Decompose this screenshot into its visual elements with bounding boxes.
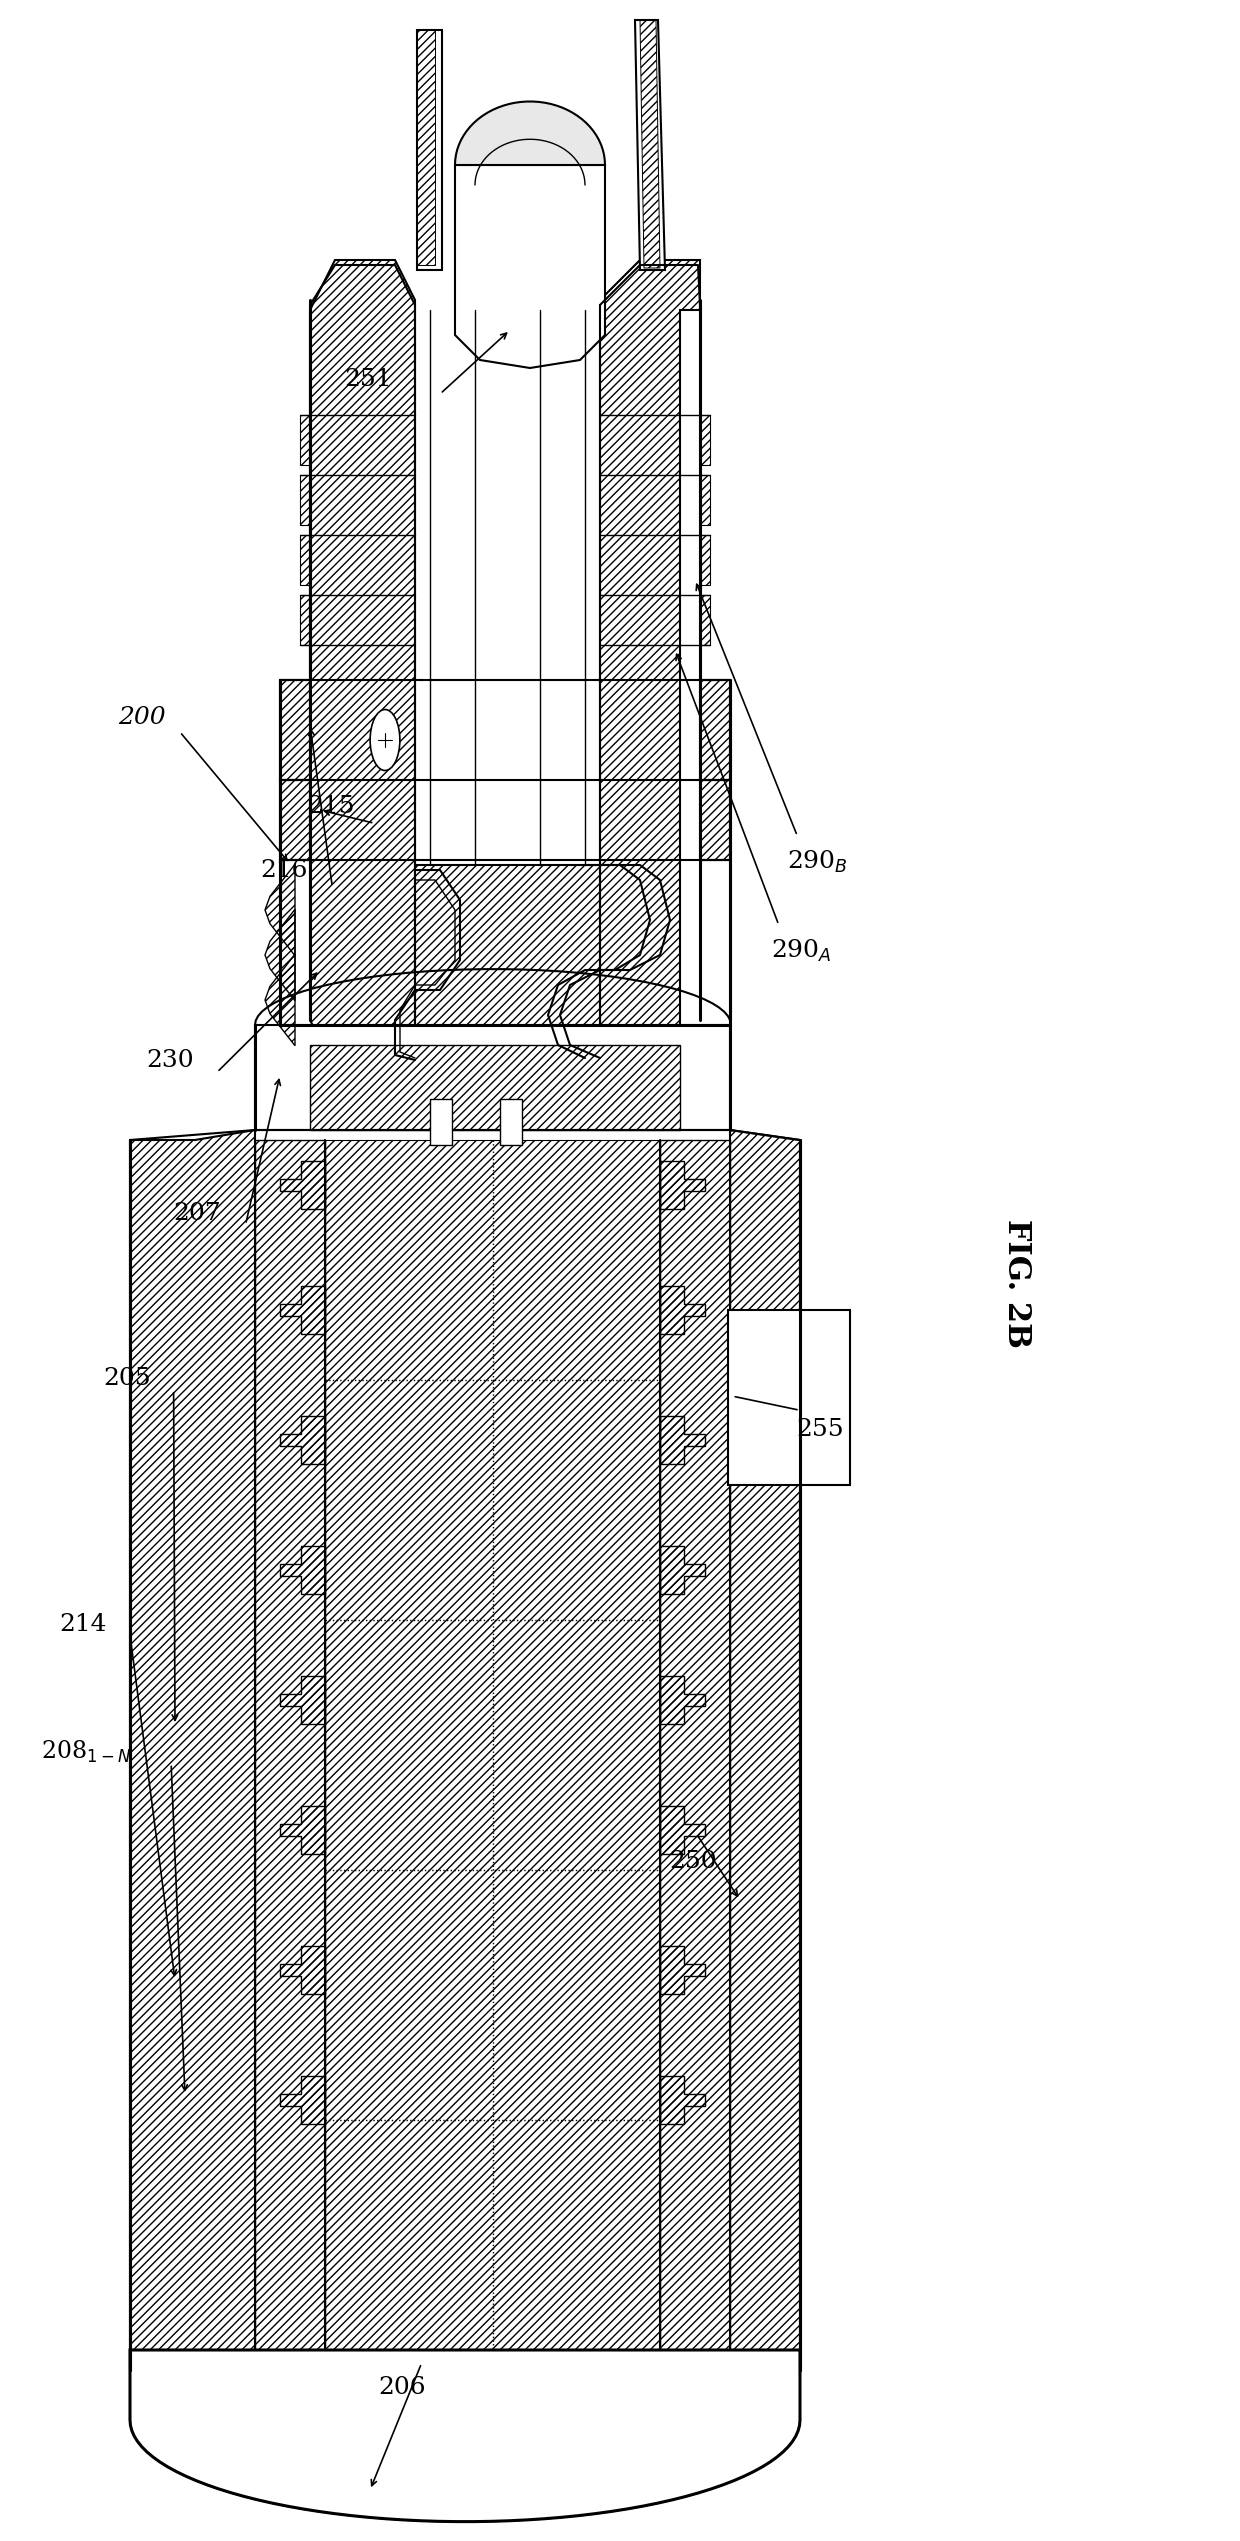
- Polygon shape: [417, 30, 441, 269]
- Text: 250: 250: [670, 1850, 717, 1873]
- Bar: [500, 1100, 522, 1146]
- Polygon shape: [255, 1141, 730, 2350]
- Text: 230: 230: [146, 1049, 193, 1072]
- Text: 206: 206: [378, 2376, 425, 2399]
- Text: 290$_A$: 290$_A$: [771, 938, 832, 963]
- Circle shape: [370, 709, 399, 770]
- Text: 214: 214: [60, 1614, 107, 1636]
- Text: 205: 205: [103, 1367, 150, 1390]
- Text: 200: 200: [118, 706, 165, 729]
- Text: FIG. 2B: FIG. 2B: [1002, 1220, 1032, 1347]
- Text: 290$_B$: 290$_B$: [787, 849, 848, 874]
- Polygon shape: [255, 1024, 730, 1131]
- Text: 215: 215: [308, 795, 355, 818]
- FancyBboxPatch shape: [728, 1309, 851, 1484]
- Polygon shape: [130, 2350, 800, 2521]
- Polygon shape: [635, 20, 665, 269]
- Polygon shape: [415, 300, 600, 1060]
- Polygon shape: [455, 165, 605, 368]
- Text: 251: 251: [345, 368, 392, 391]
- Bar: [430, 1100, 453, 1146]
- Text: 216: 216: [260, 859, 308, 882]
- Text: 208$_{1-N}$: 208$_{1-N}$: [41, 1738, 131, 1763]
- Polygon shape: [455, 102, 605, 165]
- Text: 255: 255: [796, 1418, 843, 1441]
- Text: 207: 207: [174, 1202, 221, 1225]
